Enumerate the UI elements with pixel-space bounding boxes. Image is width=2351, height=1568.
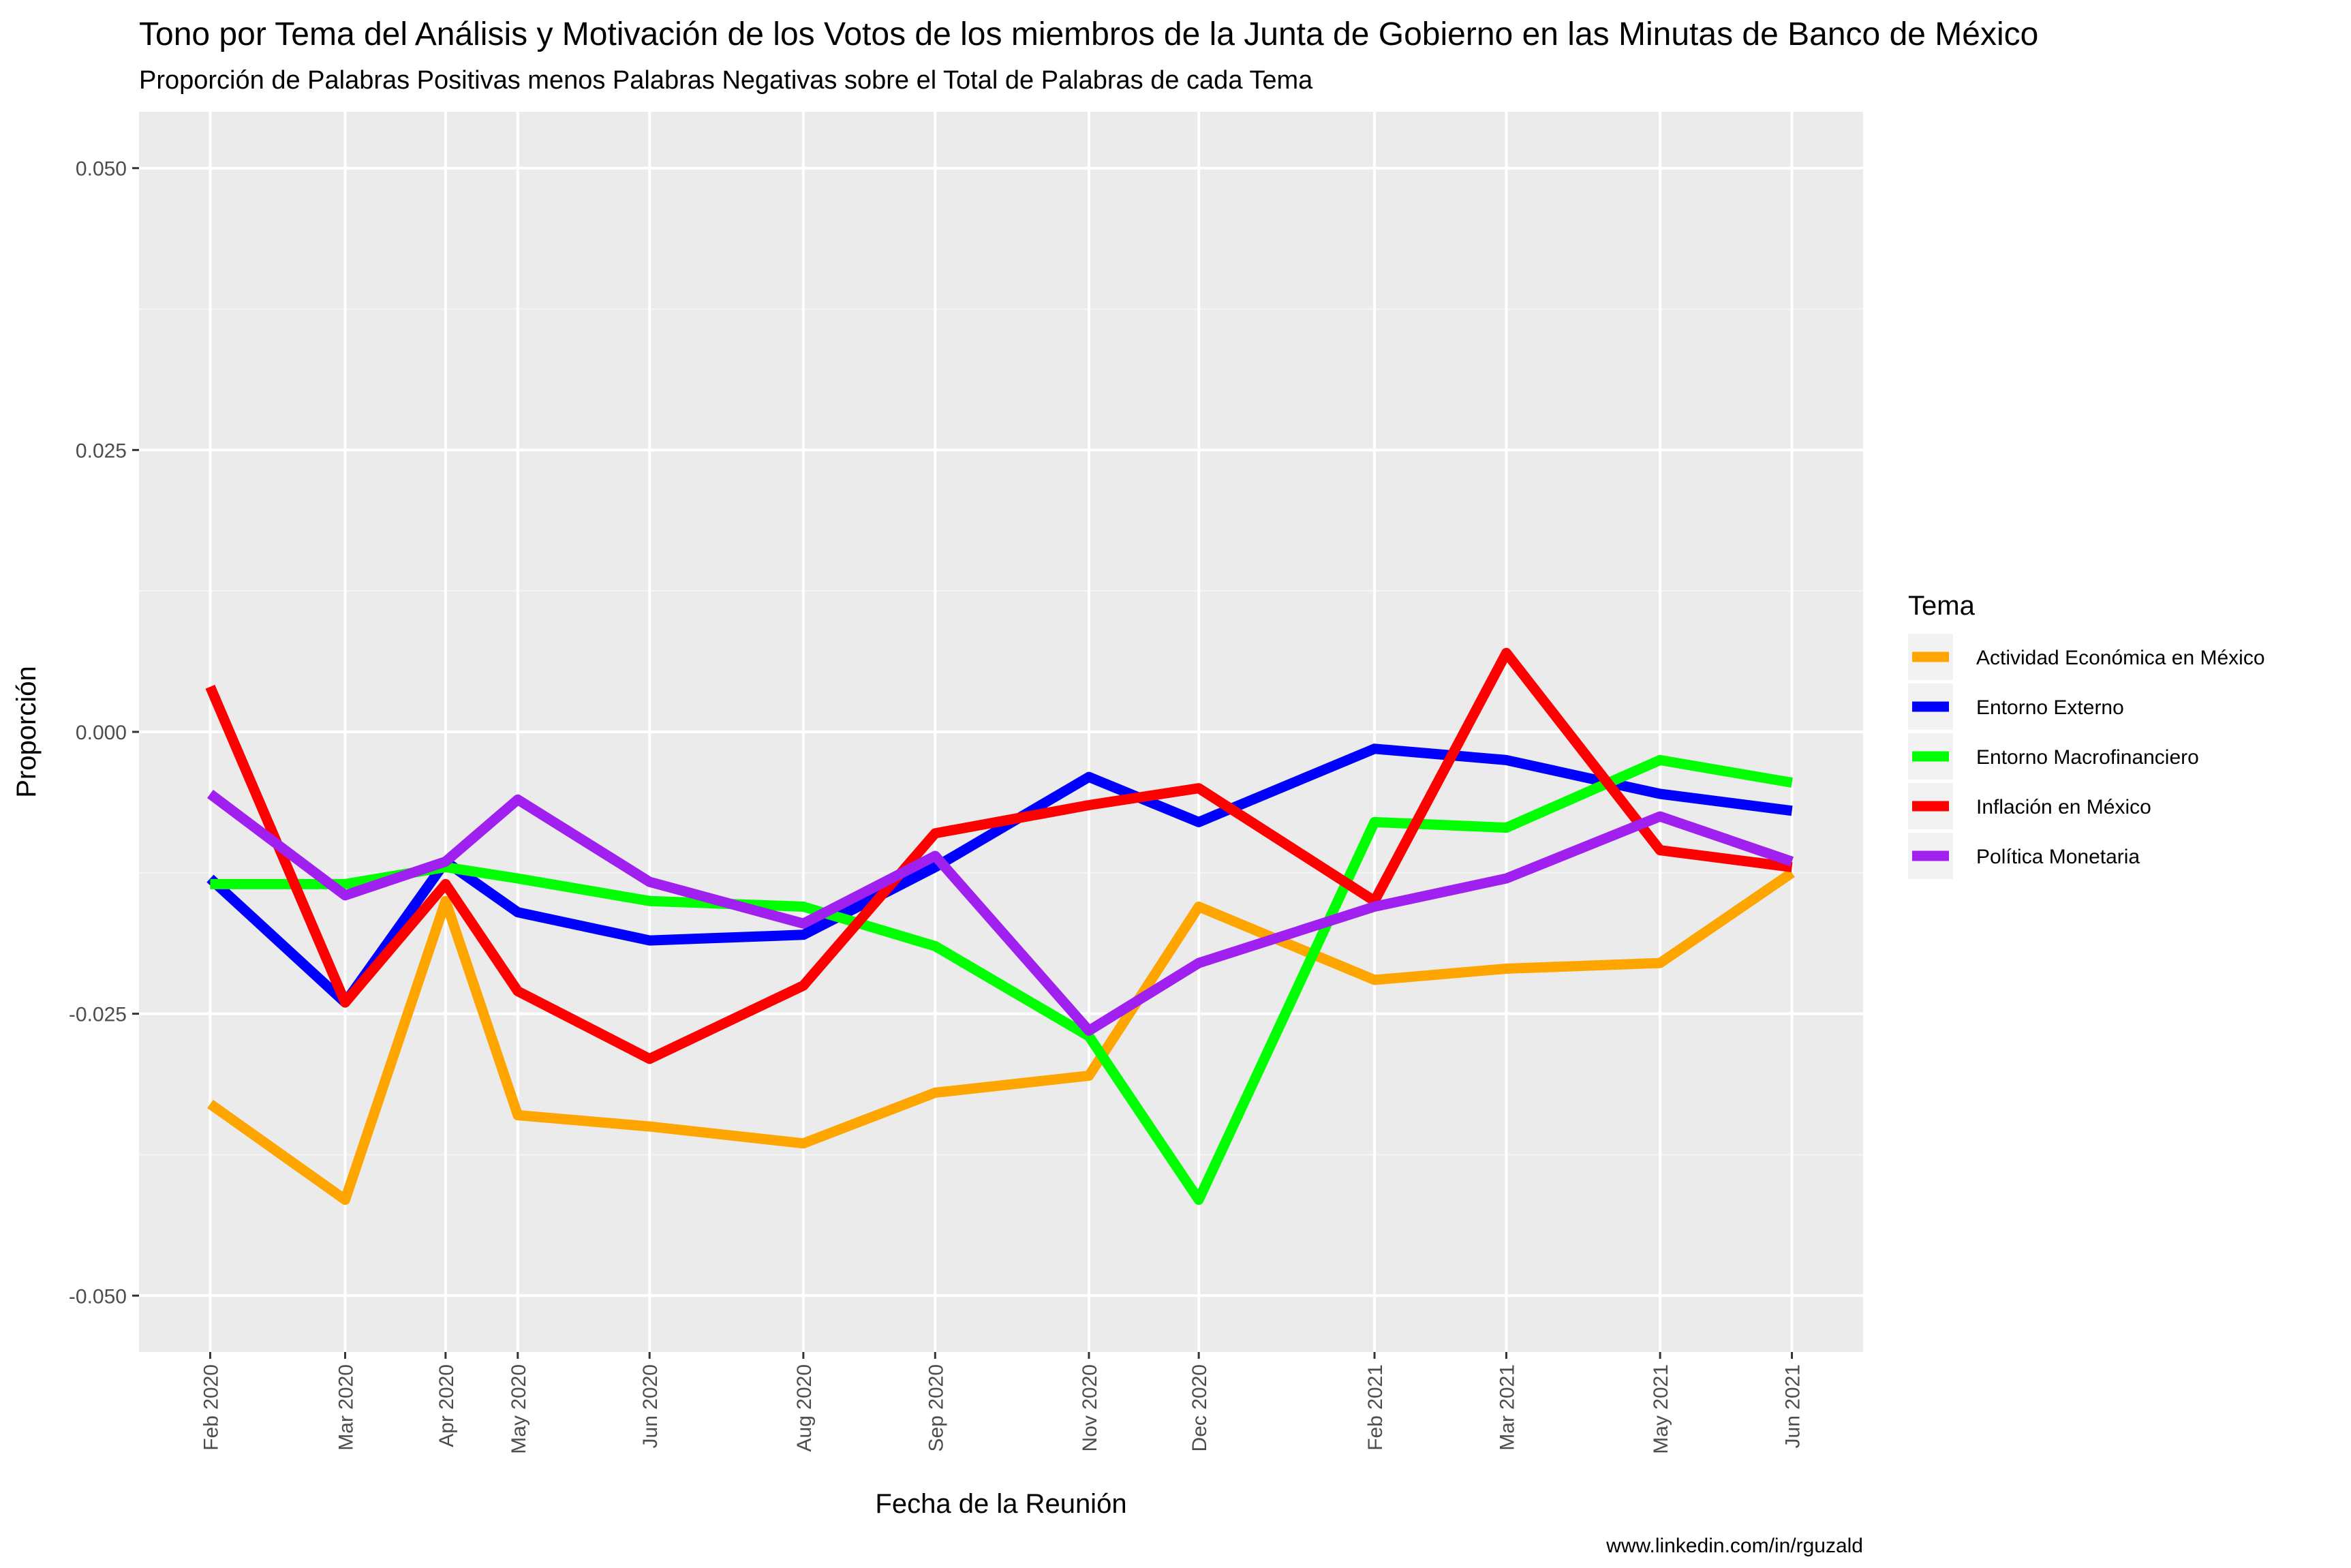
x-tick-label: Feb 2020 (200, 1364, 222, 1451)
y-tick-label: 0.050 (76, 158, 127, 181)
x-tick-label: May 2020 (508, 1364, 530, 1454)
legend-label: Inflación en México (1976, 796, 2151, 818)
x-tick-label: Feb 2021 (1364, 1364, 1387, 1451)
chart-title: Tono por Tema del Análisis y Motivación … (139, 16, 2038, 52)
x-axis-title: Fecha de la Reunión (875, 1489, 1126, 1519)
y-tick-label: 0.025 (76, 440, 127, 462)
series-line-inflacion-en-mexico (205, 647, 1793, 1064)
caption: www.linkedin.com/in/rguzald (1605, 1535, 1863, 1557)
series-line-politica-monetaria (206, 790, 1794, 1036)
x-tick-label: Mar 2021 (1496, 1364, 1518, 1451)
series-line-entorno-macrofinanciero (210, 754, 1793, 1205)
legend-label: Entorno Externo (1976, 696, 2124, 719)
series-layer (205, 647, 1795, 1205)
legend-label: Entorno Macrofinanciero (1976, 746, 2199, 769)
x-tick-label: Mar 2020 (335, 1364, 357, 1451)
legend-label: Actividad Económica en México (1976, 647, 2265, 669)
y-axis-title: Proporción (12, 666, 42, 797)
x-tick-label: May 2021 (1650, 1364, 1672, 1454)
y-axis: 0.050 0.025 0.000 -0.025 -0.050 (69, 158, 139, 1308)
legend: Tema Actividad Económica en México Entorn… (1908, 591, 2265, 879)
x-tick-label: Dec 2020 (1188, 1364, 1211, 1451)
x-tick-label: Nov 2020 (1079, 1364, 1101, 1451)
x-tick-label: Sep 2020 (925, 1364, 947, 1451)
series-line-actividad-economica-en-mexico (207, 868, 1795, 1205)
legend-title: Tema (1908, 591, 1976, 621)
y-tick-label: -0.050 (69, 1285, 127, 1308)
legend-label: Política Monetaria (1976, 846, 2140, 868)
x-tick-label: Jun 2020 (639, 1364, 662, 1448)
x-axis: Feb 2020 Mar 2020 Apr 2020 May 2020 Jun 2020… (200, 1352, 1804, 1454)
chart-subtitle: Proporción de Palabras Positivas menos P… (139, 66, 1313, 95)
x-tick-label: Apr 2020 (435, 1364, 458, 1447)
x-tick-label: Jun 2021 (1782, 1364, 1804, 1448)
y-tick-label: 0.000 (76, 722, 127, 744)
x-tick-label: Aug 2020 (793, 1364, 816, 1451)
y-tick-label: -0.025 (69, 1004, 127, 1026)
